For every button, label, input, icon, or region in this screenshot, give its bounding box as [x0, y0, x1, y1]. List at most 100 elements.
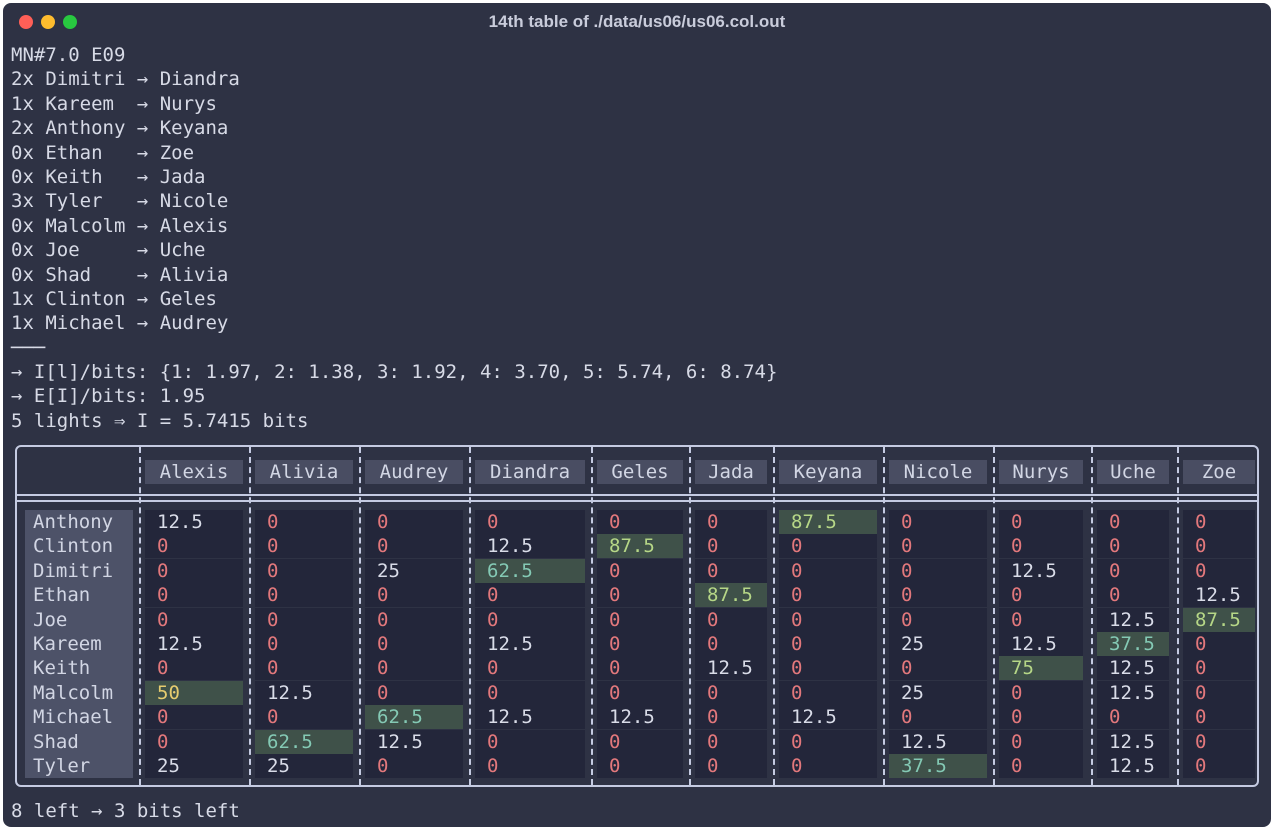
maximize-button[interactable]	[63, 15, 77, 29]
table-cell: 0	[1183, 754, 1255, 778]
table-cell: 0	[1183, 729, 1255, 754]
table-cell: 0	[999, 534, 1083, 559]
status-line: 8 left → 3 bits left	[11, 800, 240, 822]
table-cell: 0	[475, 583, 585, 608]
table-cell: 0	[889, 656, 987, 681]
close-button[interactable]	[19, 15, 33, 29]
table-cell: 0	[597, 729, 683, 754]
terminal-line: 2x Dimitri → Diandra	[11, 68, 240, 91]
table-cell: 0	[695, 534, 767, 559]
table-cell: 0	[597, 607, 683, 632]
column-separator	[591, 447, 593, 785]
table-cell: 0	[255, 632, 353, 656]
table-cell: 12.5	[475, 705, 585, 730]
row-header-ethan: Ethan	[33, 584, 91, 607]
row-header-shad: Shad	[33, 730, 79, 753]
terminal-line: 2x Anthony → Keyana	[11, 117, 229, 140]
window-title: 14th table of ./data/us06/us06.col.out	[488, 12, 786, 31]
table-cell: 0	[779, 754, 877, 778]
table-cell: 0	[475, 729, 585, 754]
table-cell: 0	[597, 558, 683, 583]
row-header-joe: Joe	[33, 608, 68, 631]
table-cell: 0	[999, 754, 1083, 778]
column-separator	[993, 447, 995, 785]
table-cell: 0	[255, 558, 353, 583]
table-cell: 0	[889, 607, 987, 632]
table-cell: 0	[999, 705, 1083, 730]
column-separator	[359, 447, 361, 785]
table-cell: 12.5	[695, 656, 767, 681]
table-cell: 0	[1183, 680, 1255, 705]
table-cell: 0	[695, 729, 767, 754]
column-header-alexis: Alexis	[145, 460, 243, 484]
table-cell: 0	[999, 680, 1083, 705]
table-cell: 0	[475, 754, 585, 778]
column-separator	[249, 447, 251, 785]
table-cell: 0	[597, 583, 683, 608]
table-cell: 0	[695, 754, 767, 778]
table-cell: 12.5	[475, 632, 585, 656]
table-cell: 0	[889, 705, 987, 730]
terminal-line: MN#7.0 E09	[11, 44, 126, 66]
table-cell: 0	[255, 705, 353, 730]
table-cell: 12.5	[889, 729, 987, 754]
terminal-line: 1x Clinton → Geles	[11, 287, 217, 310]
table-cell: 0	[145, 729, 243, 754]
row-header-michael: Michael	[33, 706, 114, 729]
table-cell: 0	[365, 680, 463, 705]
table-cell: 0	[779, 583, 877, 608]
table-cell: 12.5	[779, 705, 877, 730]
table-cell: 0	[695, 680, 767, 705]
table-cell: 87.5	[1183, 607, 1255, 632]
table-cell: 0	[145, 656, 243, 681]
table-cell: 25	[889, 680, 987, 705]
table-cell: 12.5	[255, 680, 353, 705]
table-cell: 0	[475, 510, 585, 534]
minimize-button[interactable]	[41, 15, 55, 29]
column-header-audrey: Audrey	[365, 460, 463, 484]
row-header-tyler: Tyler	[33, 755, 91, 777]
table-cell: 0	[365, 510, 463, 534]
table-cell: 0	[145, 558, 243, 583]
table-cell: 12.5	[145, 632, 243, 656]
table-cell: 0	[597, 632, 683, 656]
table-cell: 0	[1097, 510, 1169, 534]
column-header-nicole: Nicole	[889, 460, 987, 484]
terminal-line: 0x Malcolm → Alexis	[11, 214, 229, 237]
column-separator	[773, 447, 775, 785]
terminal-line: 0x Shad → Alivia	[11, 263, 229, 286]
table-cell: 0	[597, 680, 683, 705]
table-cell: 0	[999, 607, 1083, 632]
table-cell: 25	[889, 632, 987, 656]
table-cell: 37.5	[1097, 632, 1169, 656]
table-cell: 0	[1183, 705, 1255, 730]
table-cell: 0	[695, 558, 767, 583]
table-cell: 0	[1097, 534, 1169, 559]
terminal-line: 0x Keith → Jada	[11, 165, 206, 188]
table-cell: 0	[365, 632, 463, 656]
table-cell: 0	[145, 534, 243, 559]
column-header-keyana: Keyana	[779, 460, 877, 484]
terminal-line: → I[l]/bits: {1: 1.97, 2: 1.38, 3: 1.92,…	[11, 361, 778, 384]
table-cell: 0	[695, 632, 767, 656]
table-cell: 75	[999, 656, 1083, 681]
table-cell: 0	[889, 510, 987, 534]
column-separator	[469, 447, 471, 785]
table-cell: 62.5	[475, 558, 585, 583]
table-cell: 0	[695, 705, 767, 730]
terminal-line: 0x Joe → Uche	[11, 239, 206, 262]
table-cell: 12.5	[999, 558, 1083, 583]
table-cell: 62.5	[255, 729, 353, 754]
column-header-geles: Geles	[597, 460, 683, 484]
terminal-line: 1x Michael → Audrey	[11, 312, 229, 335]
terminal-line: 5 lights ⇒ I = 5.7415 bits	[11, 409, 309, 432]
table-cell: 0	[1183, 558, 1255, 583]
row-header-malcolm: Malcolm	[33, 681, 114, 704]
table-cell: 0	[475, 680, 585, 705]
table-cell: 0	[1183, 632, 1255, 656]
table-cell: 0	[365, 754, 463, 778]
table-cell: 0	[1183, 510, 1255, 534]
row-header-kareem: Kareem	[33, 633, 102, 655]
table-cell: 0	[365, 534, 463, 559]
table-cell: 12.5	[1097, 680, 1169, 705]
